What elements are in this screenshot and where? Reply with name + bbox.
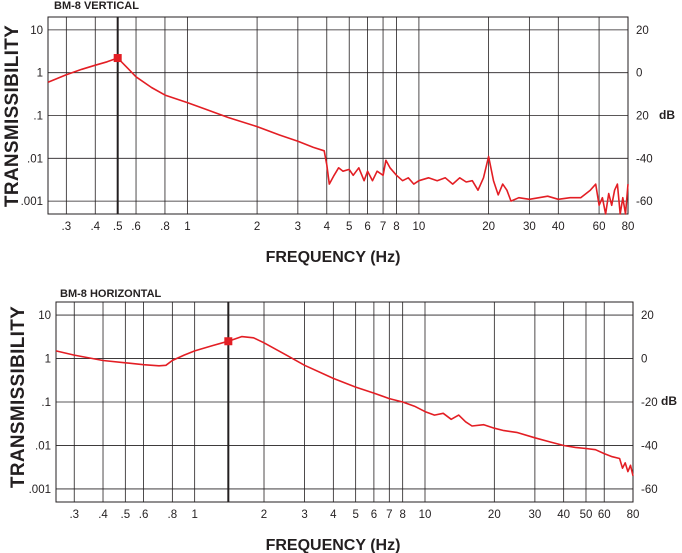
x-tick-label: 8 [399, 509, 405, 521]
y-tick-label: .001 [21, 196, 43, 208]
x-tick-label: .5 [121, 509, 131, 521]
x-tick-label: 1 [191, 509, 197, 521]
x-tick-label: .3 [62, 221, 72, 233]
x-tick-label: 60 [598, 509, 611, 521]
db-axis-label: dB [661, 394, 677, 408]
chart-title: BM-8 VERTICAL [54, 0, 139, 12]
x-axis-label: FREQUENCY (Hz) [266, 249, 401, 266]
x-tick-label: 4 [324, 221, 331, 233]
x-tick-label: 5 [346, 221, 352, 233]
x-tick-label: 7 [380, 221, 386, 233]
y-tick-label: 1 [45, 354, 51, 366]
y2-tick-label: 20 [641, 310, 654, 322]
x-tick-label: 5 [352, 509, 358, 521]
y2-tick-label: -40 [636, 153, 653, 165]
x-tick-label: .6 [139, 509, 149, 521]
x-tick-label: 60 [593, 221, 606, 233]
chart-title: BM-8 HORIZONTAL [60, 288, 162, 300]
x-tick-label: 2 [254, 221, 260, 233]
x-tick-label: 1 [184, 221, 190, 233]
y2-tick-label: 20 [636, 25, 649, 37]
y2-tick-label: -60 [641, 484, 658, 496]
resonance-marker [224, 337, 233, 346]
x-tick-label: 40 [557, 509, 570, 521]
y-tick-label: .1 [33, 111, 43, 123]
db-axis-label: dB [659, 108, 675, 122]
x-tick-label: 40 [552, 221, 565, 233]
x-tick-label: .6 [131, 221, 141, 233]
y2-tick-label: 0 [641, 354, 647, 366]
x-tick-label: 7 [386, 509, 392, 521]
x-tick-label: 10 [413, 221, 426, 233]
x-tick-label: 4 [330, 509, 337, 521]
y-tick-label: 10 [38, 310, 51, 322]
x-tick-label: 8 [393, 221, 399, 233]
x-axis-label: FREQUENCY (Hz) [266, 537, 401, 553]
x-tick-label: 30 [528, 509, 541, 521]
x-tick-label: .3 [69, 509, 79, 521]
y2-tick-label: -60 [636, 196, 653, 208]
y-tick-label: .001 [29, 484, 51, 496]
y-axis-label: TRANSMISSIBILITY [8, 306, 29, 488]
x-tick-label: 30 [523, 221, 536, 233]
y-tick-label: 1 [37, 68, 43, 80]
x-tick-label: 6 [371, 509, 377, 521]
y2-tick-label: -40 [641, 440, 658, 452]
y-tick-label: 10 [30, 25, 43, 37]
series-line [47, 57, 629, 215]
series-line [55, 335, 634, 476]
x-tick-label: 80 [627, 509, 640, 521]
x-tick-label: .8 [168, 509, 178, 521]
resonance-marker [113, 54, 122, 63]
y-tick-label: .01 [35, 440, 51, 452]
x-tick-label: .4 [90, 221, 100, 233]
y2-tick-label: 0 [636, 68, 642, 80]
x-tick-label: .4 [98, 509, 108, 521]
y2-tick-label: 20 [636, 111, 649, 123]
x-tick-label: 20 [488, 509, 501, 521]
x-tick-label: 10 [419, 509, 432, 521]
y-tick-label: .01 [27, 153, 43, 165]
y2-tick-label: -20 [641, 397, 658, 409]
y-tick-label: .1 [41, 397, 51, 409]
x-tick-label: 2 [261, 509, 267, 521]
x-tick-label: .8 [160, 221, 170, 233]
x-tick-label: 20 [482, 221, 495, 233]
x-tick-label: 6 [364, 221, 370, 233]
x-tick-label: 3 [301, 509, 307, 521]
x-tick-label: .5 [113, 221, 123, 233]
x-tick-label: 50 [580, 509, 593, 521]
y-axis-label: TRANSMISSIBILITY [2, 25, 23, 207]
x-tick-label: 3 [295, 221, 301, 233]
x-tick-label: 80 [622, 221, 635, 233]
